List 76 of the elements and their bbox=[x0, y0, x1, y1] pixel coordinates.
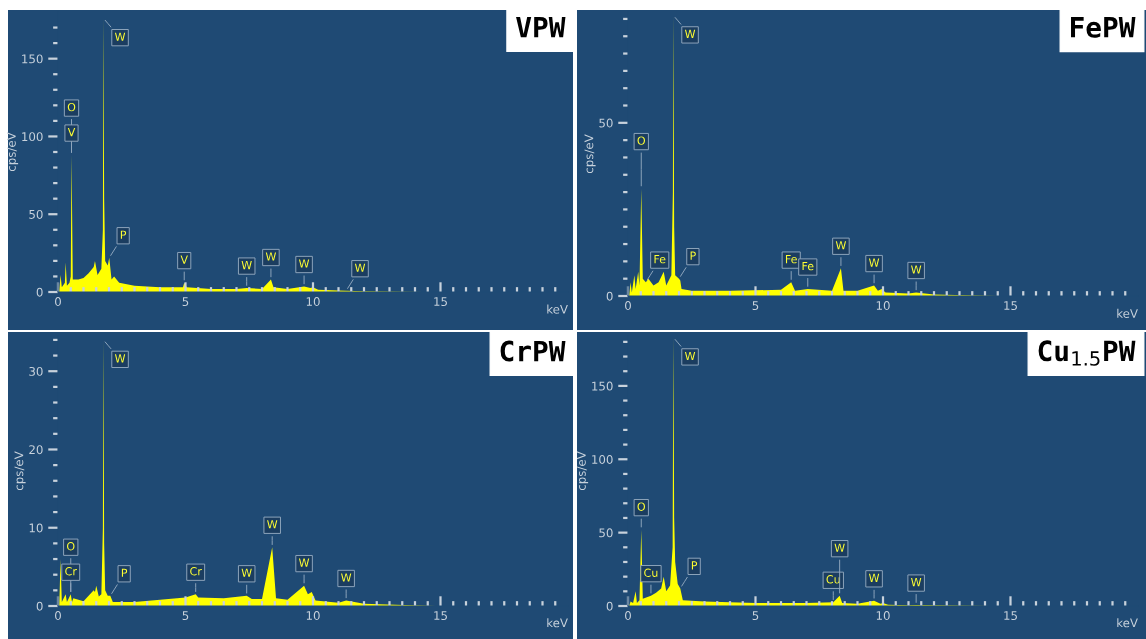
annotation: Cu bbox=[644, 568, 658, 577]
annotation: V bbox=[180, 255, 188, 264]
x-axis-title: keV bbox=[1117, 308, 1138, 318]
y-tick-label: 50 bbox=[599, 118, 613, 128]
annotation: W bbox=[868, 573, 880, 582]
annotation: W bbox=[298, 558, 310, 567]
annotation: P bbox=[121, 568, 128, 577]
chart-title: CrPW bbox=[500, 340, 566, 362]
y-tick-label: 0 bbox=[606, 601, 613, 611]
x-tick-label: 10 bbox=[306, 611, 320, 620]
annotation: W bbox=[684, 351, 696, 360]
annotation: P bbox=[691, 561, 698, 570]
annotation: P bbox=[120, 230, 127, 239]
x-tick-label: 0 bbox=[55, 611, 61, 620]
y-axis-title: cps/eV bbox=[577, 451, 589, 491]
annotation: W bbox=[911, 265, 922, 274]
x-tick-label: 15 bbox=[434, 297, 447, 306]
x-axis-title: keV bbox=[547, 304, 568, 314]
annotation: Fe bbox=[802, 262, 814, 271]
y-tick-label: 100 bbox=[22, 132, 43, 142]
x-axis-title: keV bbox=[547, 618, 568, 628]
annotation: Cr bbox=[65, 567, 77, 576]
y-tick-label: 10 bbox=[29, 523, 43, 533]
annotation: W bbox=[241, 568, 252, 577]
annotation: V bbox=[67, 128, 76, 137]
x-tick-label: 0 bbox=[55, 297, 61, 306]
y-tick-label: 150 bbox=[22, 54, 43, 64]
x-tick-label: 5 bbox=[752, 611, 759, 620]
annotation: W bbox=[114, 354, 126, 363]
annotation: P bbox=[690, 251, 696, 260]
annotation: W bbox=[341, 573, 352, 582]
x-tick-label: 10 bbox=[306, 297, 320, 306]
x-tick-label: 0 bbox=[625, 301, 631, 310]
annotation: W bbox=[868, 258, 880, 267]
y-tick-label: 150 bbox=[592, 381, 613, 391]
x-tick-label: 0 bbox=[625, 611, 631, 620]
annotation: W bbox=[267, 520, 278, 529]
y-tick-label: 100 bbox=[592, 454, 613, 464]
x-axis-title: keV bbox=[1117, 618, 1138, 628]
x-tick-label: 5 bbox=[752, 301, 759, 310]
chart-title: FePW bbox=[1071, 17, 1136, 38]
y-tick-label: 30 bbox=[29, 366, 43, 376]
x-tick-label: 5 bbox=[182, 611, 189, 620]
annotation: W bbox=[354, 263, 366, 272]
y-tick-label: 0 bbox=[36, 601, 43, 611]
annotation: W bbox=[241, 261, 252, 270]
annotation: W bbox=[684, 29, 696, 38]
x-tick-label: 15 bbox=[434, 611, 447, 620]
annotation: W bbox=[265, 252, 277, 261]
annotation: O bbox=[637, 136, 646, 145]
annotation: W bbox=[911, 578, 922, 587]
annotation: W bbox=[114, 32, 126, 41]
x-tick-label: 10 bbox=[876, 611, 890, 620]
y-axis-title: cps/eV bbox=[14, 451, 26, 491]
annotation: W bbox=[834, 543, 845, 552]
y-tick-label: 50 bbox=[29, 209, 43, 219]
y-tick-label: 50 bbox=[599, 528, 613, 538]
y-tick-label: 20 bbox=[29, 445, 43, 455]
chart-title: Cu$_{1.5}$PW bbox=[1038, 340, 1136, 366]
chart-title: VPW bbox=[516, 17, 566, 38]
x-tick-label: 10 bbox=[876, 301, 890, 310]
x-tick-label: 5 bbox=[182, 297, 189, 306]
annotation: O bbox=[67, 542, 75, 551]
annotation: O bbox=[637, 502, 646, 511]
annotation: Cu bbox=[826, 575, 840, 584]
annotation: O bbox=[67, 102, 76, 112]
annotation: W bbox=[298, 259, 310, 268]
y-axis-title: cps/eV bbox=[584, 134, 596, 174]
y-tick-label: 0 bbox=[36, 287, 43, 297]
annotation: Cr bbox=[190, 567, 202, 576]
annotation: Fe bbox=[785, 255, 797, 264]
x-tick-label: 15 bbox=[1004, 301, 1017, 310]
x-tick-label: 15 bbox=[1004, 611, 1017, 620]
y-axis-title: cps/eV bbox=[7, 132, 19, 172]
annotation: W bbox=[835, 241, 847, 250]
annotation: Fe bbox=[654, 255, 666, 264]
